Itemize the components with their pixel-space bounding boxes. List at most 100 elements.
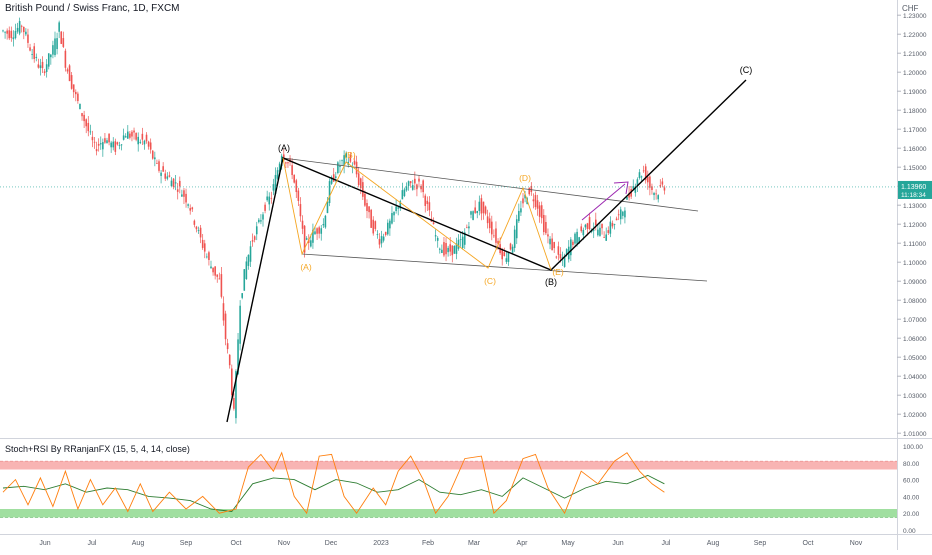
candle-body	[316, 228, 318, 234]
candle-body	[528, 188, 531, 195]
candle-body	[343, 155, 345, 166]
candle-body	[145, 134, 148, 142]
bar-countdown-label: 11:18:34	[901, 192, 926, 199]
candle-body	[189, 208, 191, 211]
candle-body	[482, 201, 485, 214]
candle-body	[272, 184, 275, 191]
wave-black-label: (C)	[740, 65, 753, 75]
indicator-tick-label: 0.00	[903, 528, 916, 535]
candle-body	[615, 218, 618, 221]
price-tick-label: 1.02000	[903, 412, 927, 419]
candle-body	[403, 189, 406, 197]
candle-body	[339, 165, 341, 168]
price-tick-label: 1.17000	[903, 127, 927, 134]
candle-body	[93, 141, 96, 143]
candle-body	[324, 215, 327, 228]
price-tick-label: 1.23000	[903, 13, 927, 20]
price-tick-label: 1.11000	[903, 241, 926, 248]
candle-body	[426, 200, 429, 204]
candle-body	[432, 222, 435, 225]
price-tick-label: 1.01000	[903, 431, 927, 438]
price-tick-label: 1.05000	[903, 355, 927, 362]
candle-body	[478, 201, 481, 212]
candle-body	[376, 234, 379, 236]
candle-body	[79, 103, 81, 110]
candle-body	[278, 163, 281, 172]
candle-body	[576, 231, 578, 244]
candle-body	[52, 45, 54, 55]
candle-body	[10, 30, 13, 39]
candle-body	[299, 204, 302, 217]
candle-body	[461, 236, 464, 248]
candle-body	[505, 258, 508, 262]
candle-body	[208, 252, 210, 260]
indicator-tick-label: 80.00	[903, 461, 920, 468]
candle-body	[395, 206, 397, 212]
candle-body	[441, 249, 443, 253]
candle-body	[8, 30, 11, 39]
candle-body	[43, 71, 46, 74]
candle-body	[141, 133, 144, 140]
time-tick-label: Sep	[180, 540, 193, 547]
candle-body	[335, 176, 337, 178]
wave-black-label: (B)	[545, 277, 557, 287]
candle-body	[545, 222, 547, 234]
candle-body	[651, 186, 653, 191]
candle-body	[310, 240, 312, 247]
candle-body	[54, 38, 56, 56]
candle-body	[314, 231, 316, 235]
candle-body	[488, 218, 491, 229]
candle-body	[370, 209, 372, 228]
candle-body	[401, 190, 404, 200]
candle-body	[509, 243, 512, 250]
candle-body	[366, 202, 368, 211]
candle-body	[605, 234, 607, 241]
candle-body	[66, 69, 69, 72]
candle-body	[628, 193, 630, 198]
candle-body	[493, 235, 495, 237]
candle-body	[411, 185, 414, 190]
candle-body	[228, 354, 231, 366]
candle-body	[129, 133, 131, 138]
candle-body	[154, 157, 156, 160]
candle-body	[582, 229, 585, 236]
price-tick-label: 1.12000	[903, 222, 927, 229]
time-tick-label: Oct	[231, 540, 242, 547]
candle-body	[476, 210, 479, 214]
candle-body	[185, 193, 187, 203]
candle-body	[122, 135, 125, 140]
price-tick-label: 1.16000	[903, 146, 927, 153]
wave-orange-label: (E)	[552, 267, 564, 277]
candle-body	[156, 163, 158, 164]
candle-body	[391, 213, 393, 224]
candle-body	[139, 141, 142, 143]
candle-body	[636, 179, 639, 186]
candle-body	[81, 113, 83, 117]
candle-body	[255, 226, 258, 235]
candle-body	[312, 229, 314, 243]
candle-body	[243, 269, 246, 291]
candle-body	[41, 61, 44, 69]
candle-body	[62, 38, 65, 47]
candle-body	[297, 190, 300, 201]
candle-body	[613, 224, 616, 225]
candle-body	[233, 397, 235, 409]
candle-body	[372, 219, 375, 234]
wave-black-label: (A)	[278, 143, 290, 153]
candle-body	[501, 249, 503, 260]
indicator-title: Stoch+RSI By RRanjanFX (15, 5, 4, 14, cl…	[5, 444, 190, 454]
price-tick-label: 1.13000	[903, 203, 927, 210]
candle-body	[399, 201, 402, 209]
candle-body	[601, 223, 603, 229]
candle-body	[451, 245, 454, 256]
candle-body	[572, 241, 574, 245]
candle-body	[120, 144, 123, 146]
price-tick-label: 1.18000	[903, 108, 927, 115]
candle-body	[251, 240, 254, 242]
candle-body	[195, 226, 198, 230]
candle-body	[58, 22, 60, 32]
candle-body	[220, 274, 223, 297]
candle-body	[6, 30, 8, 34]
